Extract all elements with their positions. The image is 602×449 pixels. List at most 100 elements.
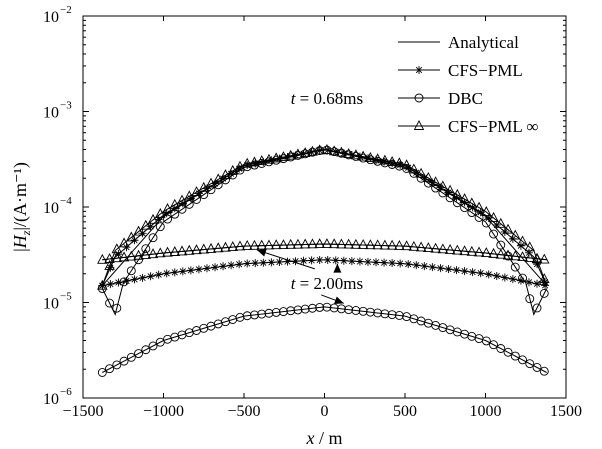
- triangle-marker: [488, 247, 499, 258]
- triangle-marker: [539, 273, 550, 284]
- circle-marker: [394, 311, 404, 320]
- circle-marker: [358, 306, 368, 316]
- circle-marker: [365, 307, 375, 317]
- triangle-marker: [278, 239, 289, 249]
- star-marker: [468, 268, 477, 277]
- triangle-marker: [328, 238, 340, 249]
- star-marker: [243, 259, 252, 268]
- star-marker: [533, 279, 542, 288]
- legend-entry: DBC: [398, 89, 483, 108]
- annotation-arrowhead: [333, 263, 342, 273]
- circle-marker: [257, 309, 267, 319]
- circle-marker: [105, 364, 115, 374]
- circle-marker: [271, 307, 281, 317]
- triangle-marker: [466, 245, 478, 256]
- circle-marker: [286, 306, 296, 316]
- triangle-marker: [408, 240, 420, 251]
- circle-marker: [300, 304, 310, 314]
- star-marker: [428, 263, 437, 272]
- triangle-marker: [321, 238, 333, 248]
- star-marker: [396, 160, 405, 169]
- triangle-marker: [357, 150, 369, 161]
- triangle-marker: [502, 223, 514, 234]
- circle-marker: [510, 351, 520, 361]
- annotation-arrowhead: [256, 248, 267, 257]
- circle-marker: [315, 302, 325, 312]
- x-tick-label: 0: [321, 403, 329, 420]
- series-cfs-pml-t200: [98, 255, 550, 290]
- star-marker: [524, 278, 533, 287]
- triangle-marker: [444, 184, 456, 195]
- triangle-marker: [285, 149, 296, 160]
- triangle-marker: [466, 197, 478, 208]
- circle-marker: [112, 303, 122, 313]
- triangle-marker: [270, 152, 282, 163]
- triangle-marker: [394, 239, 405, 250]
- star-marker: [484, 214, 493, 223]
- circle-marker: [329, 303, 339, 313]
- triangle-marker: [524, 241, 536, 252]
- triangle-marker: [510, 250, 521, 261]
- triangle-marker: [126, 231, 137, 242]
- star-marker: [211, 179, 220, 188]
- star-marker: [106, 280, 115, 289]
- star-marker: [243, 161, 252, 170]
- triangle-marker: [524, 251, 536, 262]
- circle-marker: [235, 312, 245, 322]
- triangle-marker: [481, 247, 492, 258]
- star-marker: [436, 183, 445, 192]
- star-marker: [331, 256, 340, 265]
- triangle-marker: [379, 239, 391, 250]
- triangle-marker: [263, 153, 275, 164]
- triangle-marker: [321, 143, 333, 154]
- triangle-marker: [517, 251, 528, 262]
- circle-marker: [460, 203, 470, 213]
- star-marker: [251, 259, 260, 268]
- circle-marker: [264, 308, 274, 318]
- circle-marker: [148, 233, 158, 243]
- circle-marker: [242, 311, 252, 321]
- x-tick-label: −1500: [62, 403, 103, 420]
- triangle-marker: [343, 147, 354, 158]
- star-marker: [194, 189, 203, 198]
- star-marker: [186, 266, 195, 275]
- annotation-label: t = 2.00ms: [291, 274, 363, 293]
- triangle-marker: [372, 239, 383, 250]
- triangle-marker: [133, 249, 144, 260]
- triangle-marker: [415, 167, 427, 178]
- series-line: [102, 243, 547, 261]
- circle-marker: [293, 305, 303, 315]
- star-marker: [444, 265, 453, 274]
- triangle-marker: [437, 180, 449, 191]
- star-marker: [484, 270, 493, 279]
- circle-marker: [307, 303, 317, 313]
- triangle-marker: [394, 157, 405, 168]
- annotation-label: t = 0.68ms: [291, 89, 363, 108]
- triangle-marker: [97, 253, 108, 264]
- circle-marker: [199, 190, 209, 200]
- triangle-marker: [249, 239, 260, 250]
- star-marker: [323, 255, 332, 264]
- triangle-marker: [488, 211, 499, 222]
- triangle-marker: [241, 157, 253, 168]
- circle-marker: [532, 303, 542, 313]
- triangle-marker: [234, 160, 246, 171]
- star-marker: [355, 257, 364, 266]
- triangle-marker: [350, 149, 362, 160]
- star-marker: [130, 236, 139, 245]
- circle-marker: [97, 368, 107, 377]
- star-marker: [452, 266, 461, 275]
- star-marker: [114, 278, 123, 287]
- circle-marker: [177, 204, 187, 214]
- triangle-marker: [343, 238, 354, 249]
- star-marker: [476, 208, 485, 217]
- triangle-marker: [307, 238, 318, 249]
- star-marker: [404, 260, 413, 269]
- circle-marker: [474, 212, 484, 222]
- star-marker: [122, 276, 131, 285]
- y-axis-label: |Hz|/(A·m⁻¹): [10, 162, 33, 252]
- circle-marker: [518, 355, 527, 365]
- circle-marker: [155, 222, 165, 232]
- triangle-marker: [386, 155, 398, 166]
- triangle-marker: [350, 238, 362, 249]
